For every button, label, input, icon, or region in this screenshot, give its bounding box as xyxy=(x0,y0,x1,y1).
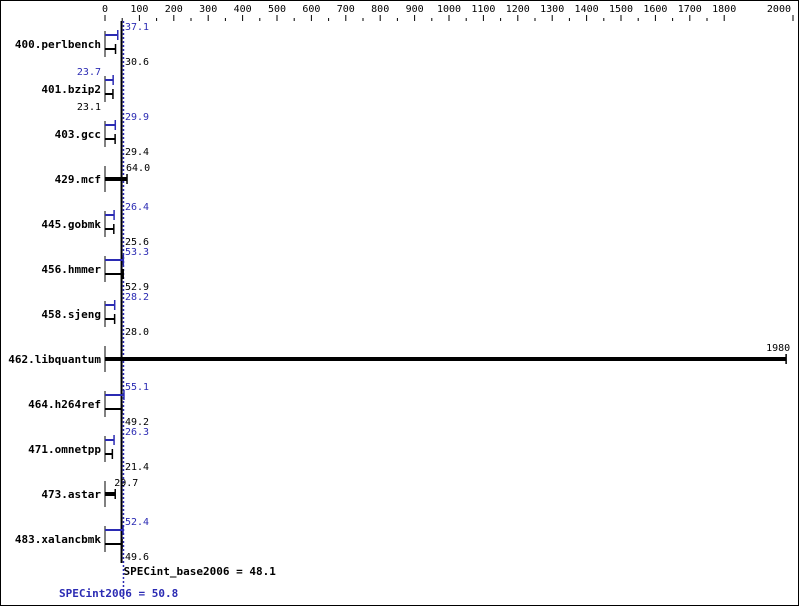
peak-value-label: 26.4 xyxy=(125,202,149,213)
benchmark-label: 445.gobmk xyxy=(41,218,101,231)
peak-value-label: 37.1 xyxy=(125,22,149,33)
benchmark-label: 403.gcc xyxy=(55,128,101,141)
base-value-label: 49.6 xyxy=(125,552,149,563)
x-tick-label: 400 xyxy=(234,4,252,15)
base-value-label: 21.4 xyxy=(125,462,149,473)
base-value-label: 49.2 xyxy=(125,417,149,428)
x-tick-label: 600 xyxy=(302,4,320,15)
peak-value-label: 23.7 xyxy=(77,67,101,78)
x-tick-label: 300 xyxy=(199,4,217,15)
base-value-label: 25.6 xyxy=(125,237,149,248)
x-tick-label: 800 xyxy=(371,4,389,15)
base-value-label: 29.7 xyxy=(114,478,138,489)
x-tick-label: 1700 xyxy=(678,4,702,15)
base-value-label: 1980 xyxy=(766,343,790,354)
base-summary-label: SPECint_base2006 = 48.1 xyxy=(124,565,277,578)
x-tick-label: 1200 xyxy=(506,4,530,15)
benchmark-label: 401.bzip2 xyxy=(41,83,101,96)
benchmark-label: 471.omnetpp xyxy=(28,443,101,456)
benchmark-label: 483.xalancbmk xyxy=(15,533,101,546)
x-tick-label: 900 xyxy=(406,4,424,15)
base-value-label: 64.0 xyxy=(126,163,150,174)
x-tick-label: 1000 xyxy=(437,4,461,15)
x-tick-label: 1400 xyxy=(575,4,599,15)
peak-value-label: 52.4 xyxy=(125,517,149,528)
peak-summary-label: SPECint2006 = 50.8 xyxy=(59,587,178,600)
x-tick-label: 1500 xyxy=(609,4,633,15)
base-value-label: 28.0 xyxy=(125,327,149,338)
benchmark-label: 473.astar xyxy=(41,488,101,501)
peak-value-label: 28.2 xyxy=(125,292,149,303)
benchmark-label: 464.h264ref xyxy=(28,398,101,411)
x-tick-label: 1100 xyxy=(471,4,495,15)
base-value-label: 23.1 xyxy=(77,102,101,113)
x-tick-label: 200 xyxy=(165,4,183,15)
base-value-label: 29.4 xyxy=(125,147,149,158)
benchmark-label: 458.sjeng xyxy=(41,308,101,321)
x-tick-label: 500 xyxy=(268,4,286,15)
x-tick-label: 0 xyxy=(102,4,108,15)
x-tick-label: 700 xyxy=(337,4,355,15)
x-tick-label: 1800 xyxy=(712,4,736,15)
benchmark-label: 462.libquantum xyxy=(8,353,101,366)
x-tick-label: 1300 xyxy=(540,4,564,15)
benchmark-label: 429.mcf xyxy=(55,173,101,186)
base-value-label: 52.9 xyxy=(125,282,149,293)
x-tick-label: 2000 xyxy=(767,4,791,15)
x-tick-label: 100 xyxy=(130,4,148,15)
base-value-label: 30.6 xyxy=(125,57,149,68)
benchmark-label: 456.hmmer xyxy=(41,263,101,276)
benchmark-label: 400.perlbench xyxy=(15,38,101,51)
peak-value-label: 53.3 xyxy=(125,247,149,258)
peak-value-label: 29.9 xyxy=(125,112,149,123)
peak-value-label: 26.3 xyxy=(125,427,149,438)
peak-value-label: 55.1 xyxy=(125,382,149,393)
x-tick-label: 1600 xyxy=(643,4,667,15)
